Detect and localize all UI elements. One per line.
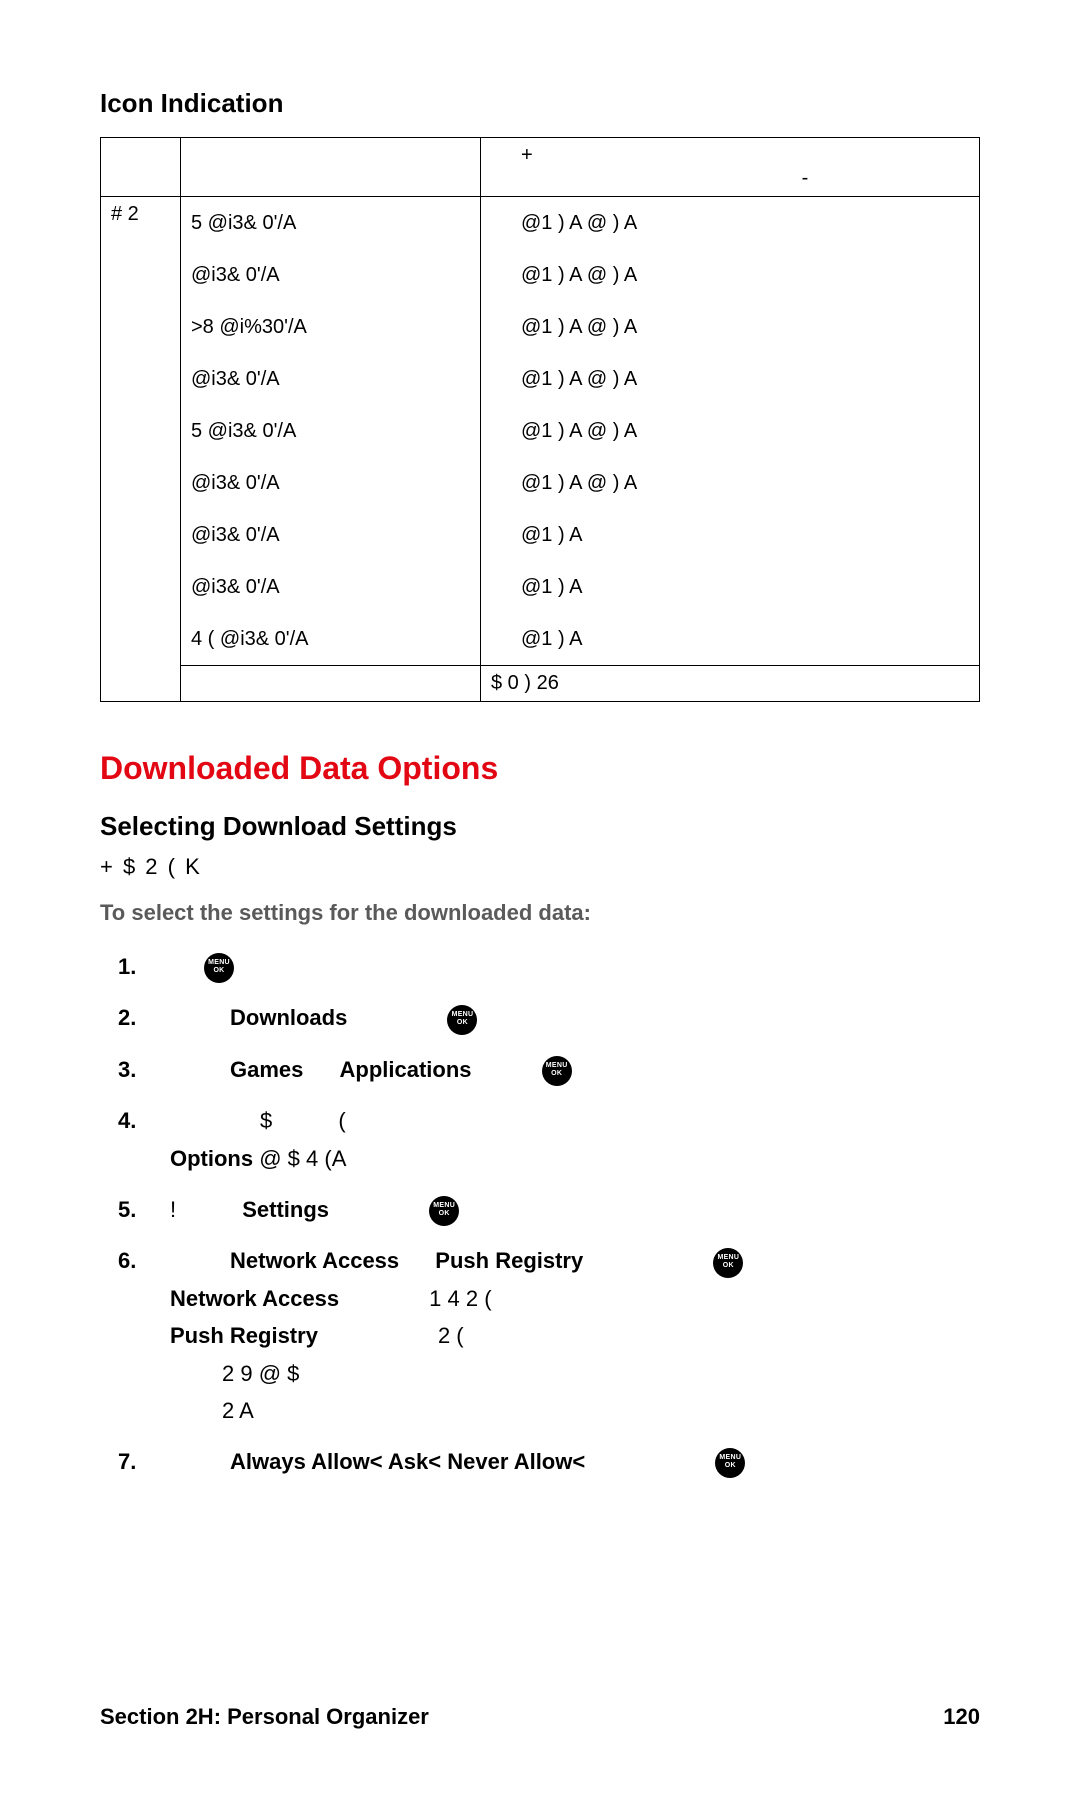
- footer-page-number: 120: [943, 1704, 980, 1730]
- heading-icon-indication: Icon Indication: [100, 88, 980, 119]
- step-7: Always Allow< Ask< Never Allow< MENUOK: [118, 1443, 980, 1480]
- step-5: ! Settings MENUOK: [118, 1191, 980, 1228]
- icon-indication-table: + - # 2 5 @i3& 0'/A @1 ) A @ ) A @i3& 0'…: [100, 137, 980, 702]
- table-row: # 2 5 @i3& 0'/A @1 ) A @ ) A: [101, 197, 980, 250]
- step-2: Downloads MENUOK: [118, 999, 980, 1036]
- table-row: @i3& 0'/A @1 ) A: [101, 509, 980, 561]
- menu-ok-icon: MENUOK: [429, 1196, 459, 1226]
- menu-ok-icon: MENUOK: [542, 1056, 572, 1086]
- menu-ok-icon: MENUOK: [713, 1248, 743, 1278]
- step-4: $ ( Options @ $ 4 (A: [118, 1102, 980, 1177]
- table-row: 5 @i3& 0'/A @1 ) A @ ) A: [101, 405, 980, 457]
- table-row: @i3& 0'/A @1 ) A: [101, 561, 980, 613]
- step-1: MENUOK: [118, 948, 980, 985]
- heading-selecting-download-settings: Selecting Download Settings: [100, 811, 980, 842]
- lead-text: To select the settings for the downloade…: [100, 900, 980, 926]
- table-row: >8 @i%30'/A @1 ) A @ ) A: [101, 301, 980, 353]
- gloss-line: + $ 2 ( K: [100, 854, 980, 880]
- step-6: Network Access Push Registry MENUOK Netw…: [118, 1242, 980, 1429]
- table-header-plus: + -: [481, 138, 980, 197]
- menu-ok-icon: MENUOK: [204, 953, 234, 983]
- table-row: $ 0 ) 26: [101, 666, 980, 702]
- table-row: @i3& 0'/A @1 ) A @ ) A: [101, 353, 980, 405]
- heading-downloaded-data-options: Downloaded Data Options: [100, 750, 980, 787]
- page-footer: Section 2H: Personal Organizer 120: [100, 1704, 980, 1730]
- table-row: 4 ( @i3& 0'/A @1 ) A: [101, 613, 980, 666]
- menu-ok-icon: MENUOK: [447, 1005, 477, 1035]
- table-row: @i3& 0'/A @1 ) A @ ) A: [101, 249, 980, 301]
- step-3: Games Applications MENUOK: [118, 1051, 980, 1088]
- footer-section: Section 2H: Personal Organizer: [100, 1704, 429, 1730]
- menu-ok-icon: MENUOK: [715, 1448, 745, 1478]
- table-row: @i3& 0'/A @1 ) A @ ) A: [101, 457, 980, 509]
- steps-list: MENUOK Downloads MENUOK Games Applicatio…: [118, 948, 980, 1481]
